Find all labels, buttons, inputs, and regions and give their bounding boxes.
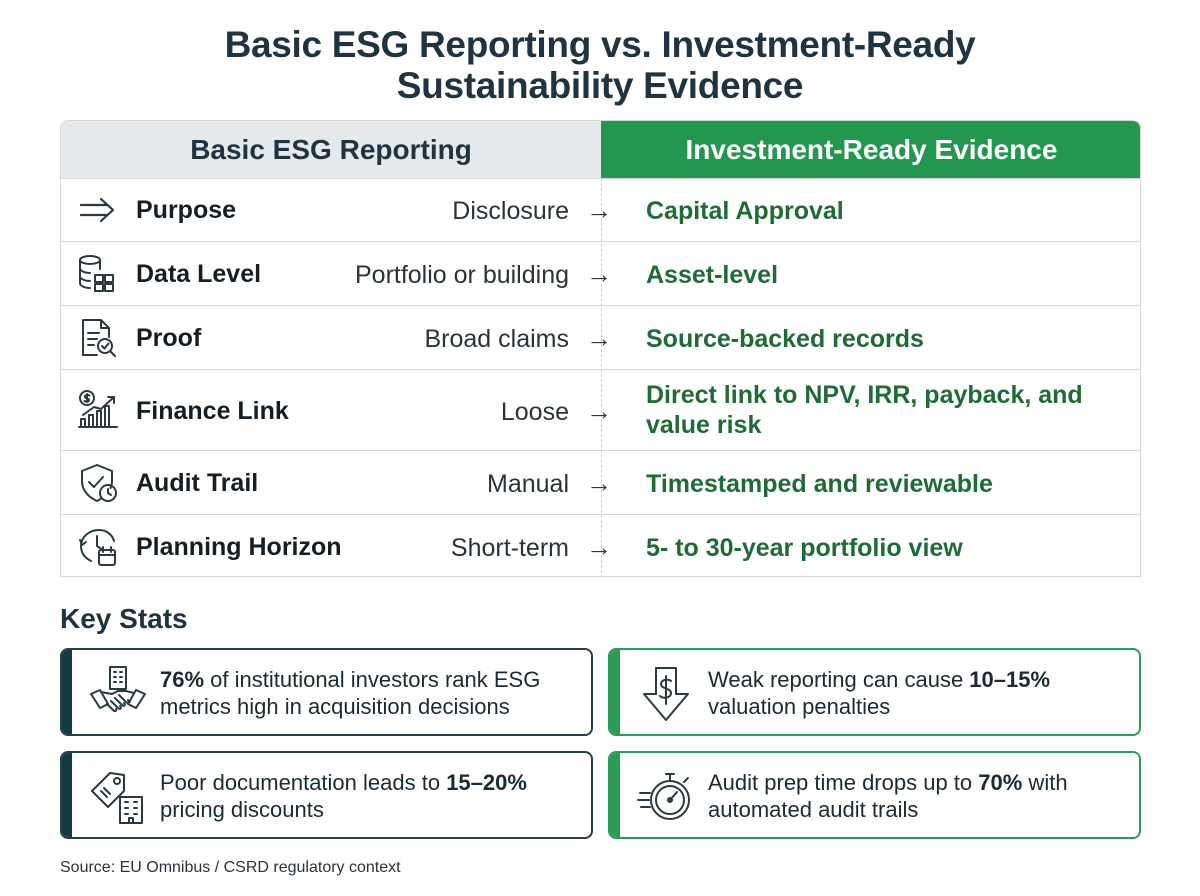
stat-text: Weak reporting can cause 10–15% valuatio…	[708, 667, 1051, 719]
card-accent-bar	[610, 753, 620, 837]
table-row-audit-trail: Audit Trail Manual → Timestamped and rev…	[61, 450, 1140, 514]
row-ready-value: Timestamped and reviewable	[646, 470, 993, 498]
stat-text: Audit prep time drops up to 70% with aut…	[708, 770, 1068, 822]
title-line-2: Sustainability Evidence	[396, 65, 804, 106]
stat-highlight: 76%	[160, 667, 205, 692]
row-label: Purpose	[136, 196, 237, 224]
finance-growth-icon	[77, 389, 119, 431]
handshake-building-icon	[88, 664, 148, 724]
row-label: Audit Trail	[136, 469, 259, 497]
card-accent-bar	[610, 650, 620, 734]
row-basic-value: Loose	[500, 398, 569, 426]
clock-calendar-icon	[77, 526, 119, 568]
arrow-right-icon	[77, 189, 119, 231]
column-divider	[601, 178, 602, 576]
comparison-table: Basic ESG Reporting Investment-Ready Evi…	[60, 120, 1141, 577]
row-arrow: →	[586, 468, 612, 498]
dollar-down-arrow-icon	[636, 664, 696, 724]
stopwatch-speed-icon	[636, 767, 696, 827]
key-stats-title: Key Stats	[60, 603, 188, 634]
row-basic-value: Manual	[487, 470, 569, 498]
row-basic-value: Disclosure	[452, 197, 569, 225]
card-accent-bar	[62, 753, 72, 837]
table-row-proof: Proof Broad claims → Source-backed recor…	[61, 305, 1140, 369]
row-arrow: →	[586, 259, 612, 289]
row-ready-value: Asset-level	[646, 261, 779, 289]
row-basic-value: Broad claims	[424, 325, 570, 353]
row-label: Data Level	[136, 260, 262, 288]
header-ready: Investment-Ready Evidence	[601, 121, 1140, 178]
price-tag-building-icon	[88, 767, 148, 827]
row-arrow: →	[586, 195, 612, 225]
row-ready-value: Capital Approval	[646, 197, 844, 225]
table-header: Basic ESG Reporting Investment-Ready Evi…	[61, 121, 1140, 178]
row-label: Planning Horizon	[136, 533, 342, 561]
stat-highlight: 70%	[978, 770, 1023, 795]
row-label: Finance Link	[136, 397, 289, 425]
stat-card-valuation: Weak reporting can cause 10–15% valuatio…	[608, 648, 1141, 736]
header-basic: Basic ESG Reporting	[61, 121, 601, 178]
stat-card-documentation: Poor documentation leads to 15–20% prici…	[60, 751, 593, 839]
table-row-planning-horizon: Planning Horizon Short-term → 5- to 30-y…	[61, 514, 1140, 576]
table-row-finance-link: Finance Link Loose → Direct link to NPV,…	[61, 369, 1140, 450]
stat-text: 76% of institutional investors rank ESG …	[160, 667, 541, 719]
stat-highlight: 15–20%	[446, 770, 527, 795]
row-arrow: →	[586, 323, 612, 353]
row-basic-value: Portfolio or building	[354, 261, 569, 289]
row-ready-value: 5- to 30-year portfolio view	[646, 534, 963, 562]
table-row-data-level: Data Level Portfolio or building → Asset…	[61, 241, 1140, 305]
row-arrow: →	[586, 396, 612, 426]
source-note: Source: EU Omnibus / CSRD regulatory con…	[60, 859, 401, 876]
stat-highlight: 10–15%	[969, 667, 1051, 692]
stat-card-investors: 76% of institutional investors rank ESG …	[60, 648, 593, 736]
document-check-icon	[77, 317, 119, 359]
row-ready-value: Direct link to NPV, IRR, payback, and va…	[646, 381, 1083, 439]
database-blocks-icon	[77, 253, 119, 295]
row-ready-value: Source-backed records	[646, 325, 924, 353]
title-line-1: Basic ESG Reporting vs. Investment-Ready	[224, 24, 976, 65]
table-row-purpose: Purpose Disclosure → Capital Approval	[61, 178, 1140, 241]
row-basic-value: Short-term	[450, 534, 569, 562]
stat-text: Poor documentation leads to 15–20% prici…	[160, 770, 527, 822]
card-accent-bar	[62, 650, 72, 734]
row-arrow: →	[586, 532, 612, 562]
stat-card-audit-prep: Audit prep time drops up to 70% with aut…	[608, 751, 1141, 839]
row-label: Proof	[136, 324, 202, 352]
shield-clock-icon	[77, 462, 119, 504]
page-title: Basic ESG Reporting vs. Investment-Ready…	[0, 24, 1200, 106]
